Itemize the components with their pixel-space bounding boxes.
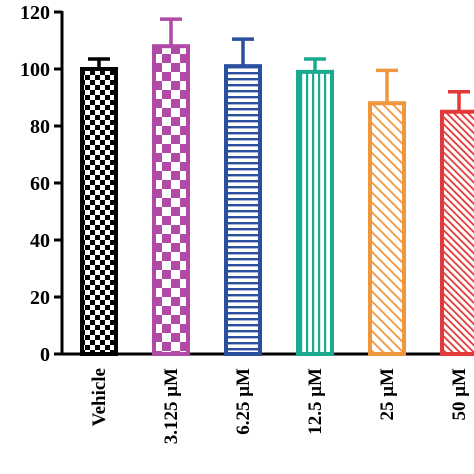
bar-50-m: [440, 109, 474, 356]
y-tick-label: 20: [30, 287, 50, 309]
y-tick-label: 100: [20, 59, 50, 81]
x-tick-label: 12.5 μM: [305, 368, 326, 435]
y-tick-label: 60: [30, 173, 50, 195]
bars: [80, 17, 474, 357]
y-tick-label: 40: [30, 230, 50, 252]
bar-6-25-m: [224, 64, 262, 357]
y-tick-label: 120: [20, 2, 50, 24]
y-tick-label: 80: [30, 116, 50, 138]
axes: 0 20 40 60 80 100 120: [20, 2, 474, 366]
bar-vehicle: [80, 67, 118, 356]
x-tick-label: Vehicle: [89, 368, 110, 426]
bar-3-125-m: [152, 44, 190, 356]
bar-25-m: [368, 101, 406, 356]
x-tick-label: 25 μM: [377, 368, 398, 421]
x-tick-label: 50 μM: [449, 368, 470, 421]
x-tick-label: 3.125 μM: [161, 368, 182, 444]
y-tick-label: 0: [40, 344, 50, 366]
bar-12-5-m: [296, 69, 334, 356]
x-tick-labels: Vehicle 3.125 μM 6.25 μM 12.5 μM 25 μM 50 μM: [89, 368, 470, 444]
x-tick-label: 6.25 μM: [233, 368, 254, 435]
